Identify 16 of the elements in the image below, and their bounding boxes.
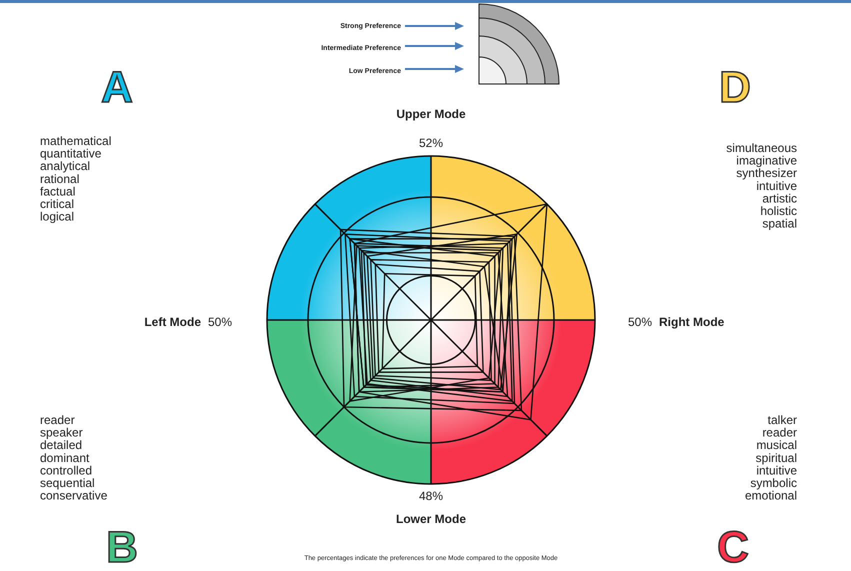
spoke-label: C bbox=[717, 523, 749, 571]
spoke-label: B bbox=[106, 523, 138, 571]
spoke-label: D bbox=[719, 63, 751, 112]
text: 50% bbox=[208, 315, 232, 329]
text: Right Mode bbox=[659, 315, 725, 329]
text: 52% bbox=[418, 136, 444, 150]
text: reader speaker detailed dominant controlled sequential conservative bbox=[40, 413, 108, 503]
text: mathematical quantitative analytical rational factual critical logical bbox=[40, 134, 112, 224]
text: Upper Mode bbox=[396, 107, 466, 121]
text: 50% bbox=[628, 315, 652, 329]
text: Left Mode bbox=[144, 315, 202, 329]
text: simultaneous imaginative synthesizer intuitive artistic holistic spatial bbox=[726, 141, 798, 231]
spoke-label: A bbox=[101, 63, 133, 112]
text: Lower Mode bbox=[396, 512, 466, 526]
text: 48% bbox=[418, 489, 444, 503]
text: talker reader musical spiritual intuitive symbolic emotional bbox=[744, 413, 798, 503]
